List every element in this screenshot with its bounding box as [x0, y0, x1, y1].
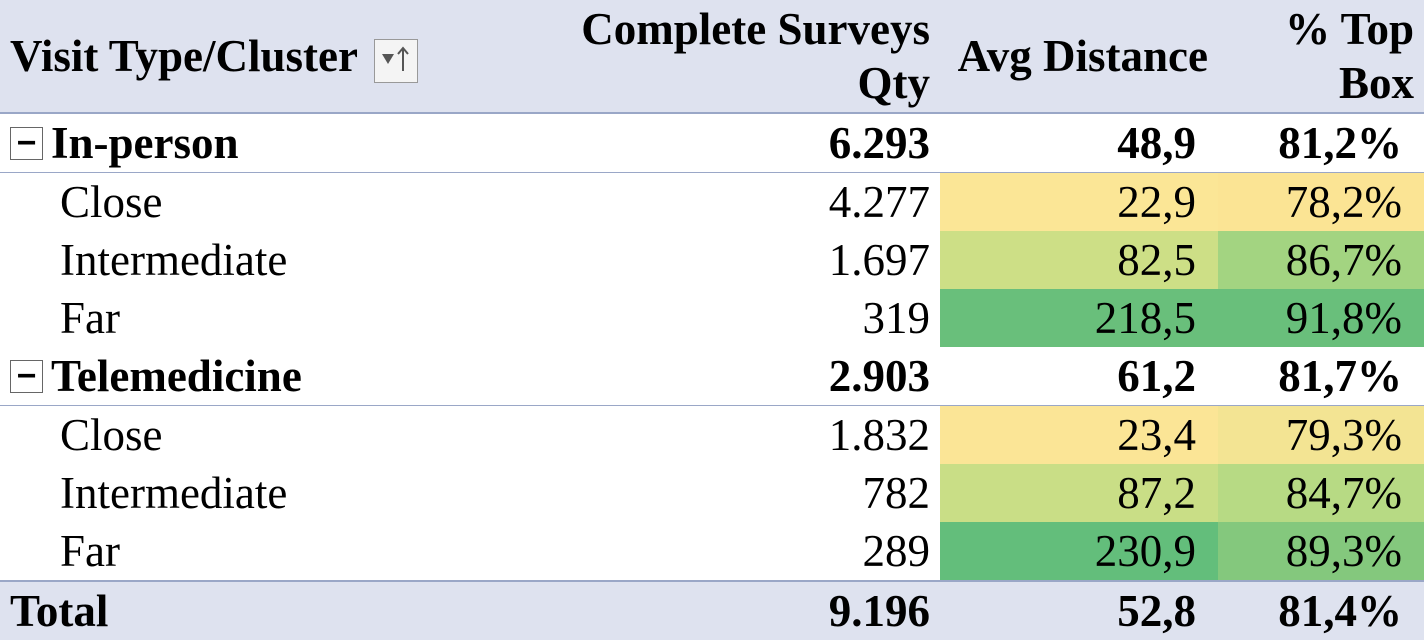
row-qty: 782 [490, 464, 940, 522]
col-header-dist: Avg Distance [940, 0, 1218, 113]
row-label: Far [0, 289, 490, 347]
table-row: Far 289 230,9 89,3% [0, 522, 1424, 581]
row-pct: 86,7% [1218, 231, 1424, 289]
group-label-text: In-person [51, 116, 239, 170]
row-qty: 289 [490, 522, 940, 581]
row-dist: 22,9 [940, 173, 1218, 232]
total-pct: 81,4% [1218, 581, 1424, 640]
group-qty: 2.903 [490, 347, 940, 406]
row-pct: 89,3% [1218, 522, 1424, 581]
row-dist: 82,5 [940, 231, 1218, 289]
group-qty: 6.293 [490, 113, 940, 173]
row-pct: 78,2% [1218, 173, 1424, 232]
pivot-table: Visit Type/Cluster Complete Surveys Qty … [0, 0, 1424, 640]
row-label: Intermediate [0, 231, 490, 289]
col-header-label: Visit Type/Cluster [0, 0, 490, 113]
table-row: Intermediate 1.697 82,5 86,7% [0, 231, 1424, 289]
total-qty: 9.196 [490, 581, 940, 640]
total-dist: 52,8 [940, 581, 1218, 640]
table-row: Close 4.277 22,9 78,2% [0, 173, 1424, 232]
row-pct: 91,8% [1218, 289, 1424, 347]
col-header-qty: Complete Surveys Qty [490, 0, 940, 113]
row-qty: 1.697 [490, 231, 940, 289]
table-row: Far 319 218,5 91,8% [0, 289, 1424, 347]
group-row: − Telemedicine 2.903 61,2 81,7% [0, 347, 1424, 406]
row-label: Intermediate [0, 464, 490, 522]
row-pct: 84,7% [1218, 464, 1424, 522]
table-body: − In-person 6.293 48,9 81,2% Close 4.277… [0, 113, 1424, 640]
collapse-button[interactable]: − [10, 127, 43, 160]
row-qty: 4.277 [490, 173, 940, 232]
col-header-label-text: Visit Type/Cluster [10, 31, 357, 81]
collapse-button[interactable]: − [10, 360, 43, 393]
row-pct: 79,3% [1218, 406, 1424, 465]
group-row: − In-person 6.293 48,9 81,2% [0, 113, 1424, 173]
total-row: Total 9.196 52,8 81,4% [0, 581, 1424, 640]
row-label: Close [0, 406, 490, 465]
col-header-pct: % Top Box [1218, 0, 1424, 113]
group-dist: 61,2 [940, 347, 1218, 406]
row-qty: 1.832 [490, 406, 940, 465]
group-dist: 48,9 [940, 113, 1218, 173]
row-label: Far [0, 522, 490, 581]
row-dist: 218,5 [940, 289, 1218, 347]
row-label: Close [0, 173, 490, 232]
header-row: Visit Type/Cluster Complete Surveys Qty … [0, 0, 1424, 113]
group-pct: 81,2% [1218, 113, 1424, 173]
table-row: Intermediate 782 87,2 84,7% [0, 464, 1424, 522]
table-row: Close 1.832 23,4 79,3% [0, 406, 1424, 465]
row-dist: 230,9 [940, 522, 1218, 581]
row-dist: 23,4 [940, 406, 1218, 465]
sort-filter-button[interactable] [374, 39, 418, 83]
row-qty: 319 [490, 289, 940, 347]
sort-filter-icon [376, 41, 416, 81]
total-label: Total [0, 581, 490, 640]
group-label-text: Telemedicine [51, 349, 302, 403]
row-dist: 87,2 [940, 464, 1218, 522]
group-pct: 81,7% [1218, 347, 1424, 406]
